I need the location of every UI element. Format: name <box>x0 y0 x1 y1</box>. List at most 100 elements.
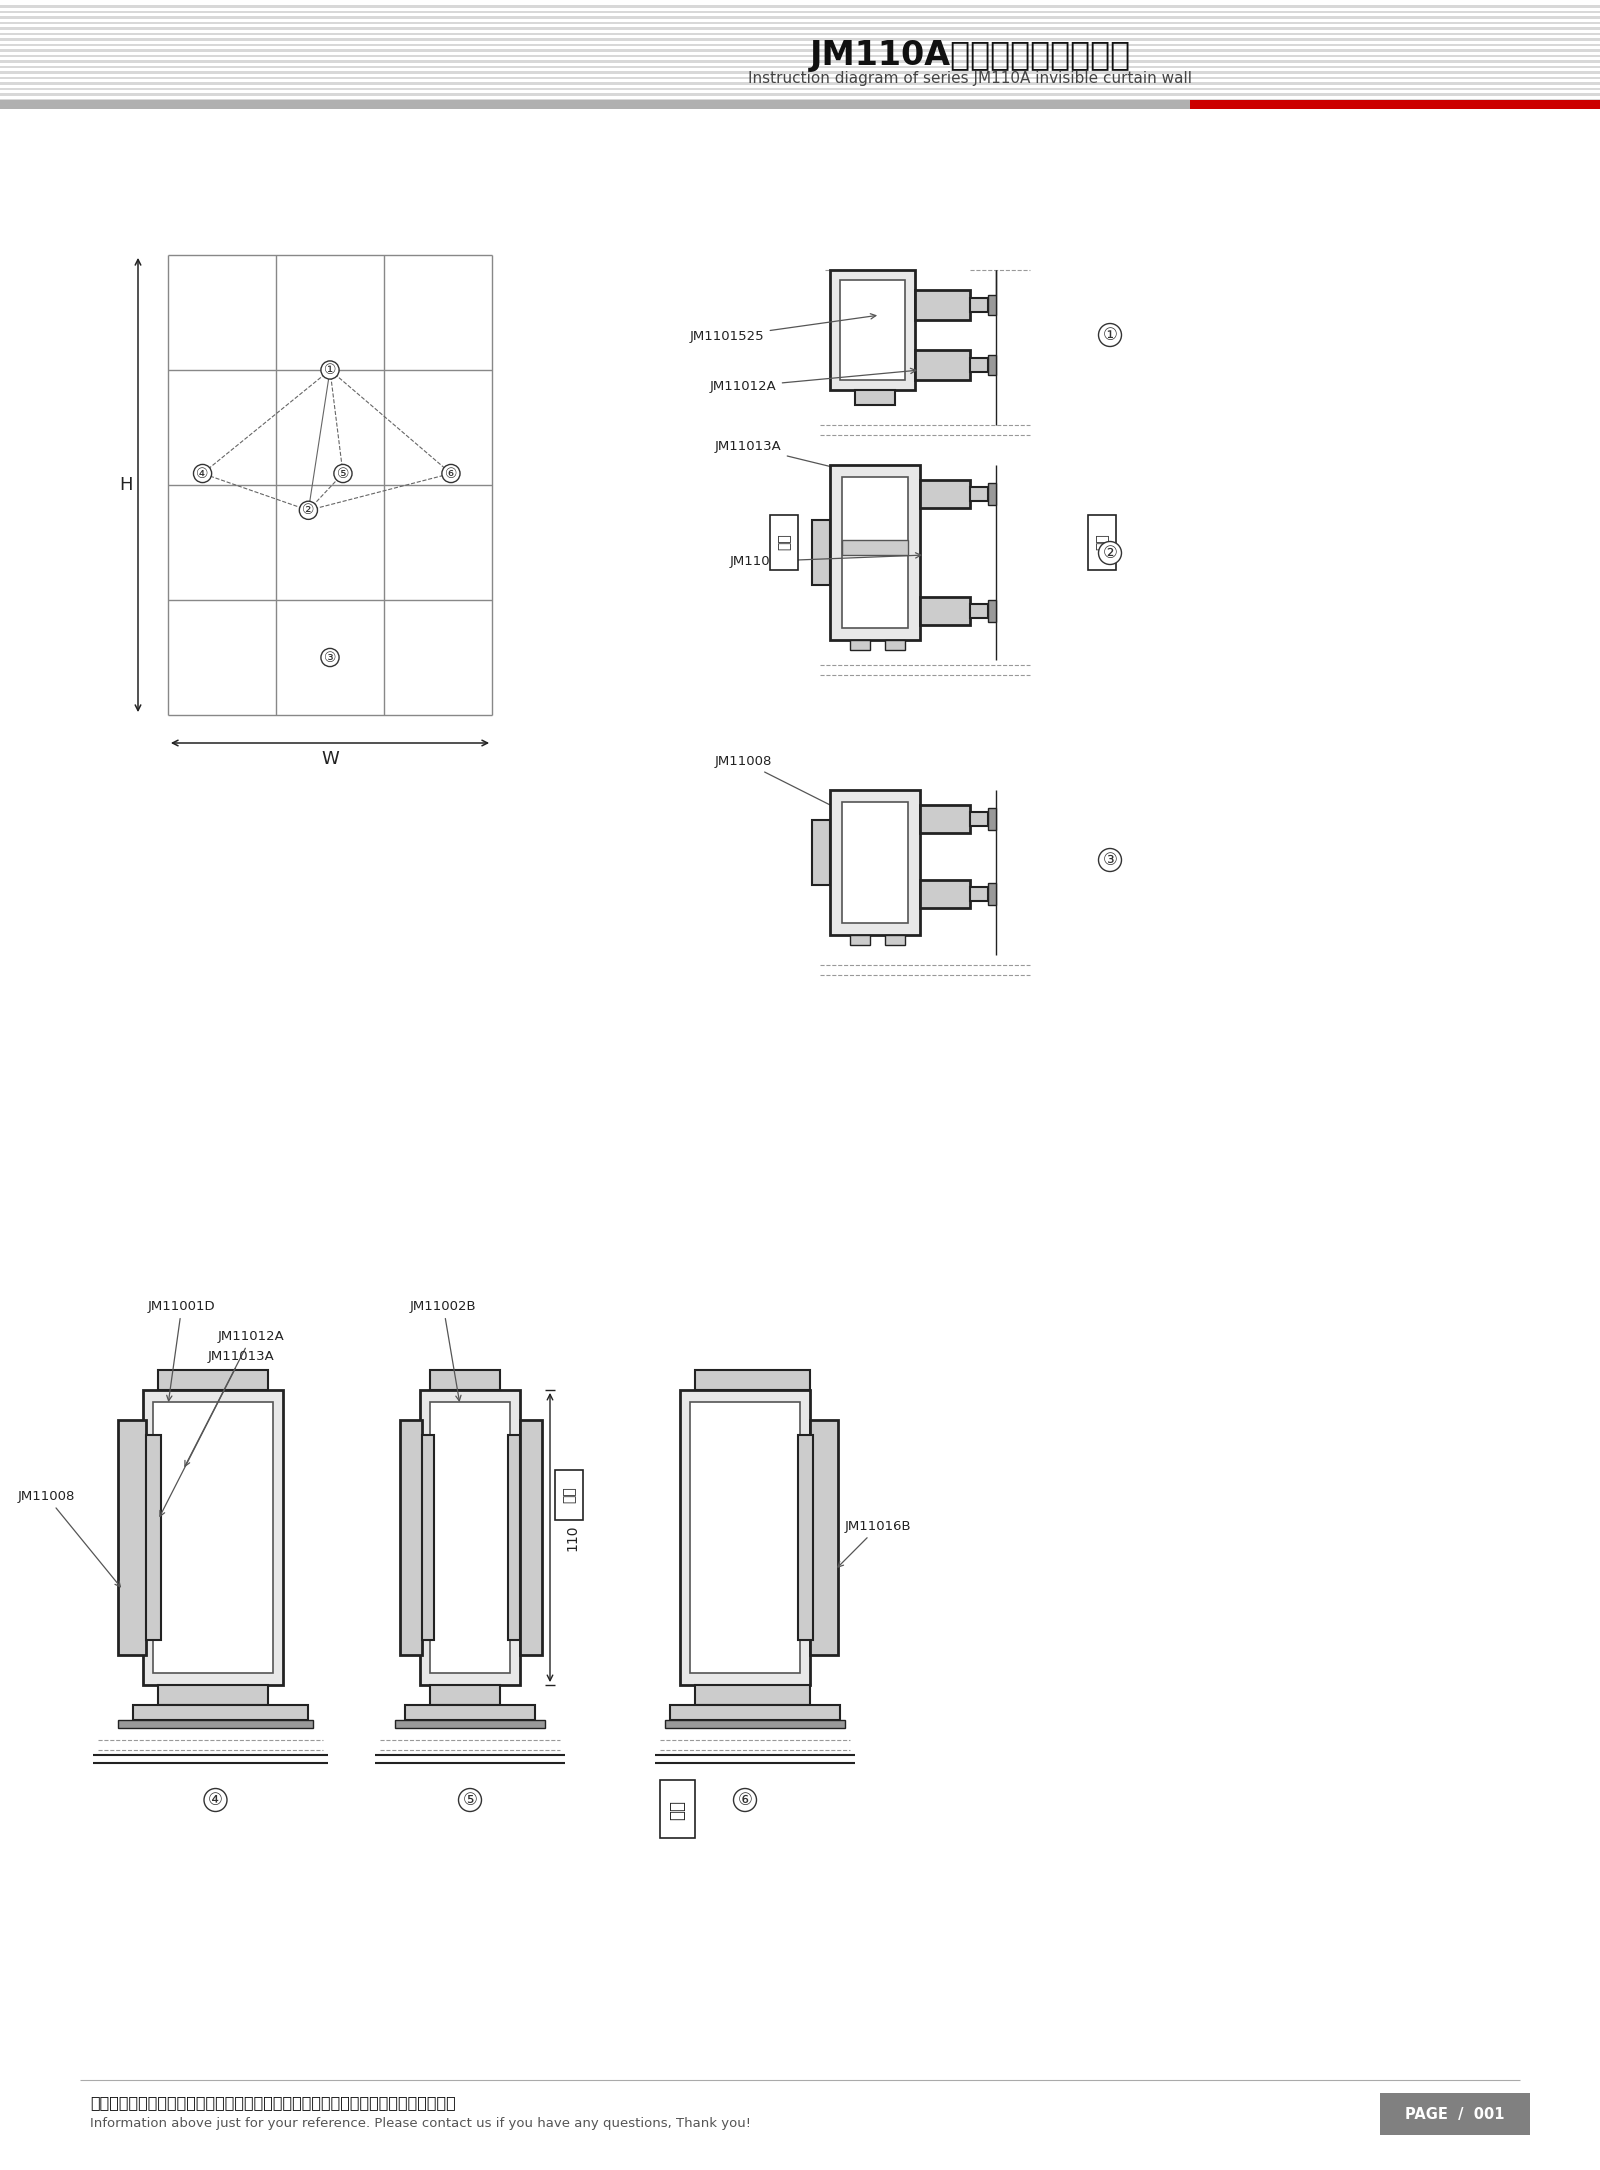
Text: ①: ① <box>1102 326 1117 345</box>
Bar <box>0 65 1600 67</box>
Bar <box>0 33 1600 35</box>
Bar <box>1190 100 1600 108</box>
Bar <box>0 43 1600 46</box>
Bar <box>0 98 1600 102</box>
Bar <box>670 1706 840 1721</box>
Bar <box>430 1402 510 1673</box>
Text: JM11012A: JM11012A <box>186 1330 285 1467</box>
Bar <box>830 464 920 640</box>
Bar <box>850 935 870 944</box>
Bar <box>0 50 1600 52</box>
Bar <box>430 1684 499 1706</box>
Text: ⑥: ⑥ <box>445 467 458 480</box>
Bar <box>850 640 870 651</box>
Bar <box>798 1434 813 1641</box>
Bar <box>885 640 906 651</box>
Text: ⑤: ⑤ <box>336 467 349 480</box>
Bar <box>1088 514 1117 571</box>
Bar <box>970 888 989 901</box>
Bar <box>0 11 1600 13</box>
Bar <box>0 4 1600 7</box>
Text: ⑥: ⑥ <box>738 1790 752 1810</box>
Bar <box>813 521 830 586</box>
Text: JM11008: JM11008 <box>18 1491 120 1586</box>
Bar <box>842 540 909 556</box>
Bar <box>0 82 1600 85</box>
Bar <box>989 599 995 623</box>
Bar <box>0 100 1190 108</box>
Text: 室内: 室内 <box>778 534 790 551</box>
Bar <box>920 881 970 907</box>
Bar <box>989 295 995 315</box>
Bar <box>830 269 915 391</box>
Bar <box>854 391 894 406</box>
Bar <box>813 820 830 885</box>
Bar <box>400 1419 422 1656</box>
Bar <box>118 1419 146 1656</box>
Text: 室外: 室外 <box>669 1799 686 1821</box>
Text: 室内: 室内 <box>562 1486 576 1504</box>
Text: JM11016B: JM11016B <box>838 1519 912 1567</box>
Bar <box>915 291 970 319</box>
Bar <box>0 15 1600 20</box>
Text: PAGE  /  001: PAGE / 001 <box>1405 2107 1504 2122</box>
Bar <box>0 39 1600 41</box>
Bar <box>422 1434 434 1641</box>
Bar <box>405 1706 534 1721</box>
Bar <box>690 1402 800 1673</box>
Bar <box>142 1391 283 1684</box>
Bar <box>680 1391 810 1684</box>
Bar <box>158 1684 269 1706</box>
Text: ③: ③ <box>323 651 336 664</box>
Text: W: W <box>322 751 339 768</box>
Bar <box>830 790 920 935</box>
Text: JM11013A: JM11013A <box>160 1350 275 1517</box>
Bar <box>970 812 989 827</box>
Bar <box>509 1434 520 1641</box>
Bar <box>555 1469 582 1519</box>
Bar <box>920 805 970 833</box>
Text: JM11016: JM11016 <box>730 553 922 569</box>
Bar <box>666 1721 845 1727</box>
Text: ②: ② <box>1102 545 1117 562</box>
Bar <box>158 1369 269 1391</box>
Text: JM1101525: JM1101525 <box>690 315 875 343</box>
Bar <box>520 1419 542 1656</box>
Bar <box>133 1706 307 1721</box>
Text: ③: ③ <box>1102 851 1117 868</box>
Text: 图中所示型材截面、装配、编号、尺寸及重量仅供参考。如有疑问，请向本公司查询。: 图中所示型材截面、装配、编号、尺寸及重量仅供参考。如有疑问，请向本公司查询。 <box>90 2096 456 2111</box>
Bar <box>810 1419 838 1656</box>
Bar <box>970 486 989 501</box>
Text: ④: ④ <box>197 467 210 480</box>
Bar <box>920 480 970 508</box>
Text: 110: 110 <box>565 1523 579 1552</box>
Text: H: H <box>120 475 133 495</box>
Bar <box>770 514 798 571</box>
Bar <box>694 1369 810 1391</box>
Text: 室外: 室外 <box>1094 534 1109 551</box>
Text: JM11008: JM11008 <box>715 755 856 818</box>
Bar <box>661 1779 694 1838</box>
Bar <box>0 54 1600 56</box>
Text: JM11013A: JM11013A <box>715 441 861 475</box>
Bar <box>0 72 1600 74</box>
Bar <box>430 1369 499 1391</box>
Text: ④: ④ <box>208 1790 222 1810</box>
Bar <box>970 297 989 312</box>
Bar <box>146 1434 162 1641</box>
Bar <box>970 358 989 371</box>
Text: Information above just for your reference. Please contact us if you have any que: Information above just for your referenc… <box>90 2116 750 2129</box>
Text: ②: ② <box>302 503 315 516</box>
Text: JM11012A: JM11012A <box>710 369 915 393</box>
Bar <box>0 76 1600 78</box>
Bar <box>842 803 909 922</box>
Bar <box>0 87 1600 89</box>
Bar <box>989 883 995 905</box>
Bar <box>970 603 989 618</box>
Text: ⑤: ⑤ <box>462 1790 477 1810</box>
Bar <box>0 93 1600 95</box>
Text: ①: ① <box>323 362 336 378</box>
Bar <box>989 356 995 375</box>
Bar <box>920 597 970 625</box>
Bar <box>118 1721 314 1727</box>
